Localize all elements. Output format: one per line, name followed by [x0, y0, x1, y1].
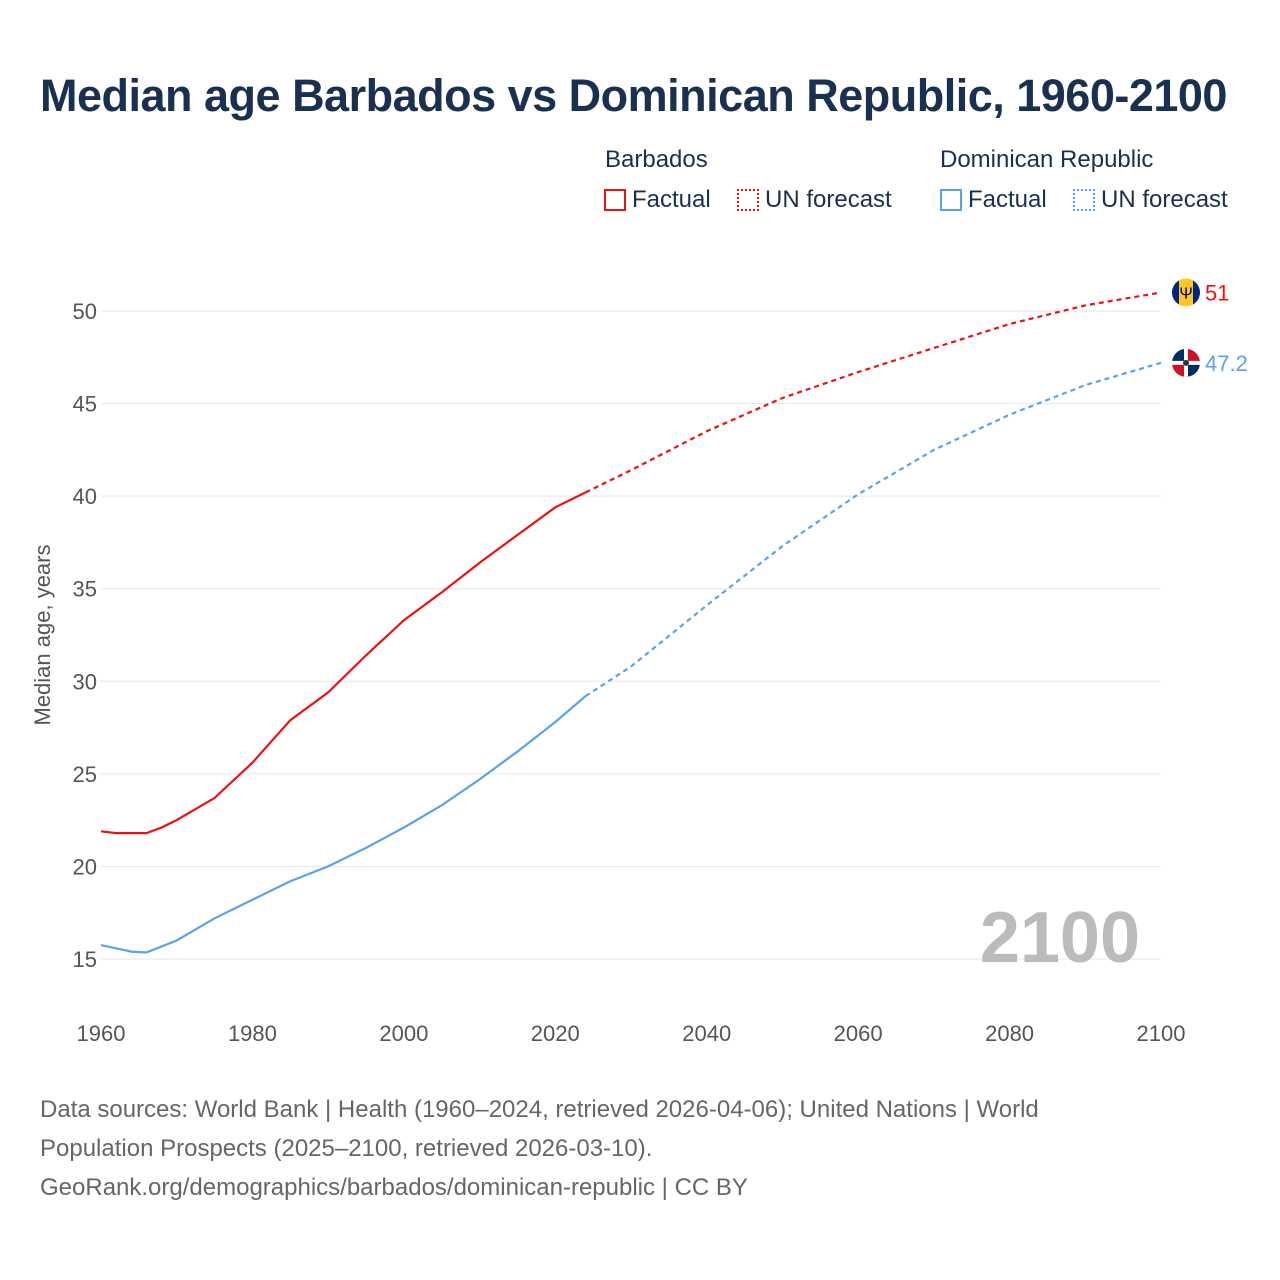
chart-title: Median age Barbados vs Dominican Republi…: [40, 70, 1227, 121]
y-tick-label: 45: [73, 392, 97, 417]
legend-label: UN forecast: [765, 186, 892, 213]
legend-label: UN forecast: [1101, 186, 1228, 213]
legend-label: Factual: [968, 186, 1047, 213]
y-tick-label: 20: [73, 854, 97, 879]
x-tick-label: 2080: [985, 1021, 1034, 1046]
x-tick-label: 2060: [834, 1021, 883, 1046]
x-tick-label: 1960: [77, 1021, 126, 1046]
series-line-forecast: [585, 291, 1162, 494]
y-tick-label: 50: [73, 299, 97, 324]
legend-barbados-factual[interactable]: Factual: [604, 186, 711, 214]
series-line-factual: [100, 491, 587, 835]
legend-swatch: [604, 189, 626, 211]
legend-group-barbados: Barbados: [605, 146, 708, 173]
svg-text:Ψ: Ψ: [1179, 285, 1192, 302]
x-tick-label: 2020: [531, 1021, 580, 1046]
legend-group-dominican-republic: Dominican Republic: [940, 146, 1154, 173]
year-watermark: 2100: [980, 898, 1140, 978]
y-axis-label: Median age, years: [30, 545, 55, 726]
x-tick-label: 2040: [682, 1021, 731, 1046]
footer-sources-1: Data sources: World Bank | Health (1960–…: [40, 1096, 1039, 1123]
footer: Data sources: World Bank | Health (1960–…: [40, 1090, 1039, 1207]
end-value-label: 51: [1205, 280, 1229, 305]
y-tick-label: 15: [73, 947, 97, 972]
y-tick-label: 35: [73, 577, 97, 602]
barbados-flag-icon: Ψ: [1172, 278, 1200, 307]
x-tick-label: 2000: [379, 1021, 428, 1046]
y-tick-label: 30: [73, 669, 97, 694]
series-line-factual: [100, 695, 587, 954]
legend-swatch: [1073, 189, 1095, 211]
x-tick-label: 2100: [1137, 1021, 1186, 1046]
legend-swatch: [737, 189, 759, 211]
footer-sources-2: Population Prospects (2025–2100, retriev…: [40, 1135, 653, 1162]
legend-dr-factual[interactable]: Factual: [940, 186, 1047, 214]
x-tick-label: 1980: [228, 1021, 277, 1046]
footer-link[interactable]: GeoRank.org/demographics/barbados/domini…: [40, 1174, 748, 1201]
legend-swatch: [940, 189, 962, 211]
y-tick-label: 25: [73, 762, 97, 787]
end-value-label: 47.2: [1205, 351, 1248, 376]
legend-barbados-forecast[interactable]: UN forecast: [737, 186, 892, 214]
series-line-forecast: [584, 361, 1162, 698]
legend-label: Factual: [632, 186, 711, 213]
dominican-republic-flag-icon: [1172, 348, 1200, 377]
y-tick-label: 40: [73, 484, 97, 509]
legend-dr-forecast[interactable]: UN forecast: [1073, 186, 1228, 214]
